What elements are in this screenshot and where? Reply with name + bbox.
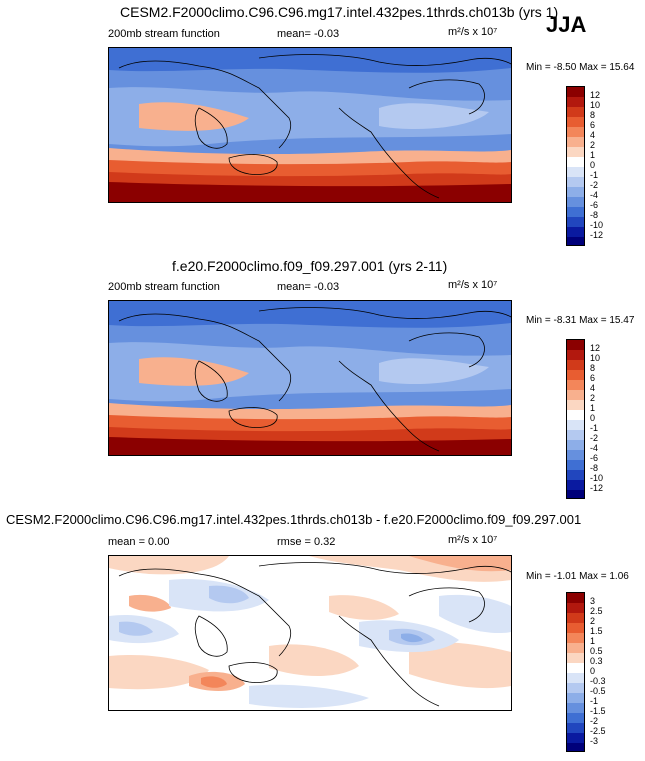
- colorbar-level-label: 8: [590, 363, 596, 373]
- panel2-colorbar: [566, 339, 585, 499]
- colorbar-level-label: -12: [590, 230, 604, 240]
- colorbar-level-label: 1: [590, 403, 596, 413]
- season-label: JJA: [546, 12, 587, 37]
- colorbar-level-label: -0.5: [590, 686, 606, 696]
- panel3-units: m²/s x 10⁷: [448, 534, 498, 546]
- panel1-contour-plot: [109, 48, 511, 202]
- colorbar-level-label: 0.3: [590, 656, 603, 666]
- panel1-minmax: Min = -8.50 Max = 15.64: [526, 62, 635, 73]
- panel2-minmax: Min = -8.31 Max = 15.47: [526, 315, 635, 326]
- colorbar-level-label: 0: [590, 160, 596, 170]
- panel2-contour-plot: [109, 301, 511, 455]
- colorbar-level-label: -6: [590, 200, 599, 210]
- panel3-title: CESM2.F2000climo.C96.C96.mg17.intel.432p…: [6, 512, 582, 527]
- panel2-title: f.e20.F2000climo.f09_f09.297.001 (yrs 2-…: [172, 258, 448, 274]
- colorbar-level-label: 0: [590, 413, 596, 423]
- colorbar-level-label: -10: [590, 473, 604, 483]
- panel3-minmax: Min = -1.01 Max = 1.06: [526, 571, 629, 582]
- panel1-colorbar: [566, 86, 585, 246]
- panel3-colorbar: [566, 592, 585, 752]
- panel2-units: m²/s x 10⁷: [448, 279, 498, 291]
- colorbar-level-label: 12: [590, 343, 601, 353]
- colorbar-level-label: 3: [590, 596, 596, 606]
- colorbar-level-label: -2: [590, 716, 599, 726]
- colorbar-level-label: -2: [590, 180, 599, 190]
- colorbar-level-label: 2: [590, 140, 596, 150]
- colorbar-level-label: 10: [590, 100, 601, 110]
- coastline-icon: [118, 54, 511, 199]
- panel1-field-label: 200mb stream function: [108, 28, 220, 40]
- colorbar-level-label: 1: [590, 150, 596, 160]
- coastline-icon: [118, 562, 511, 707]
- colorbar-level-label: -6: [590, 453, 599, 463]
- colorbar-level-label: -8: [590, 210, 599, 220]
- colorbar-level-label: 2: [590, 616, 596, 626]
- colorbar-level-label: -0.3: [590, 676, 606, 686]
- panel1-mean: mean= -0.03: [277, 28, 340, 40]
- colorbar-level-label: 2.5: [590, 606, 603, 616]
- panel2-field-label: 200mb stream function: [108, 281, 220, 293]
- colorbar-level-label: 4: [590, 130, 596, 140]
- colorbar-level-label: 1: [590, 636, 596, 646]
- colorbar-level-label: -4: [590, 190, 599, 200]
- colorbar-level-label: 8: [590, 110, 596, 120]
- panel2-map: [108, 300, 512, 456]
- colorbar-level-label: -10: [590, 220, 604, 230]
- panel1-map: [108, 47, 512, 203]
- colorbar-level-label: -2: [590, 433, 599, 443]
- coastline-icon: [118, 307, 511, 452]
- colorbar-level-label: 2: [590, 393, 596, 403]
- colorbar-level-label: 12: [590, 90, 601, 100]
- colorbar-level-label: 6: [590, 120, 596, 130]
- colorbar-level-label: -1: [590, 170, 599, 180]
- colorbar-level-label: -1: [590, 423, 599, 433]
- colorbar-level-label: 4: [590, 383, 596, 393]
- colorbar-level-label: -1: [590, 696, 599, 706]
- colorbar-level-label: 1.5: [590, 626, 603, 636]
- panel3-mean: mean = 0.00: [108, 536, 170, 548]
- colorbar-level-label: -12: [590, 483, 604, 493]
- colorbar-level-label: -4: [590, 443, 599, 453]
- panel1-title: CESM2.F2000climo.C96.C96.mg17.intel.432p…: [120, 4, 559, 20]
- panel3-contour-plot: [109, 556, 511, 710]
- colorbar-level-label: -3: [590, 736, 599, 746]
- colorbar-level-label: 10: [590, 353, 601, 363]
- colorbar-level-label: 6: [590, 373, 596, 383]
- colorbar-level-label: 0: [590, 666, 596, 676]
- colorbar-level-label: -8: [590, 463, 599, 473]
- panel2-mean: mean= -0.03: [277, 281, 340, 293]
- colorbar-level-label: 0.5: [590, 646, 603, 656]
- panel1-units: m²/s x 10⁷: [448, 26, 498, 38]
- panel3-map: [108, 555, 512, 711]
- colorbar-level-label: -1.5: [590, 706, 606, 716]
- colorbar-level-label: -2.5: [590, 726, 606, 736]
- panel3-rmse: rmse = 0.32: [277, 536, 336, 548]
